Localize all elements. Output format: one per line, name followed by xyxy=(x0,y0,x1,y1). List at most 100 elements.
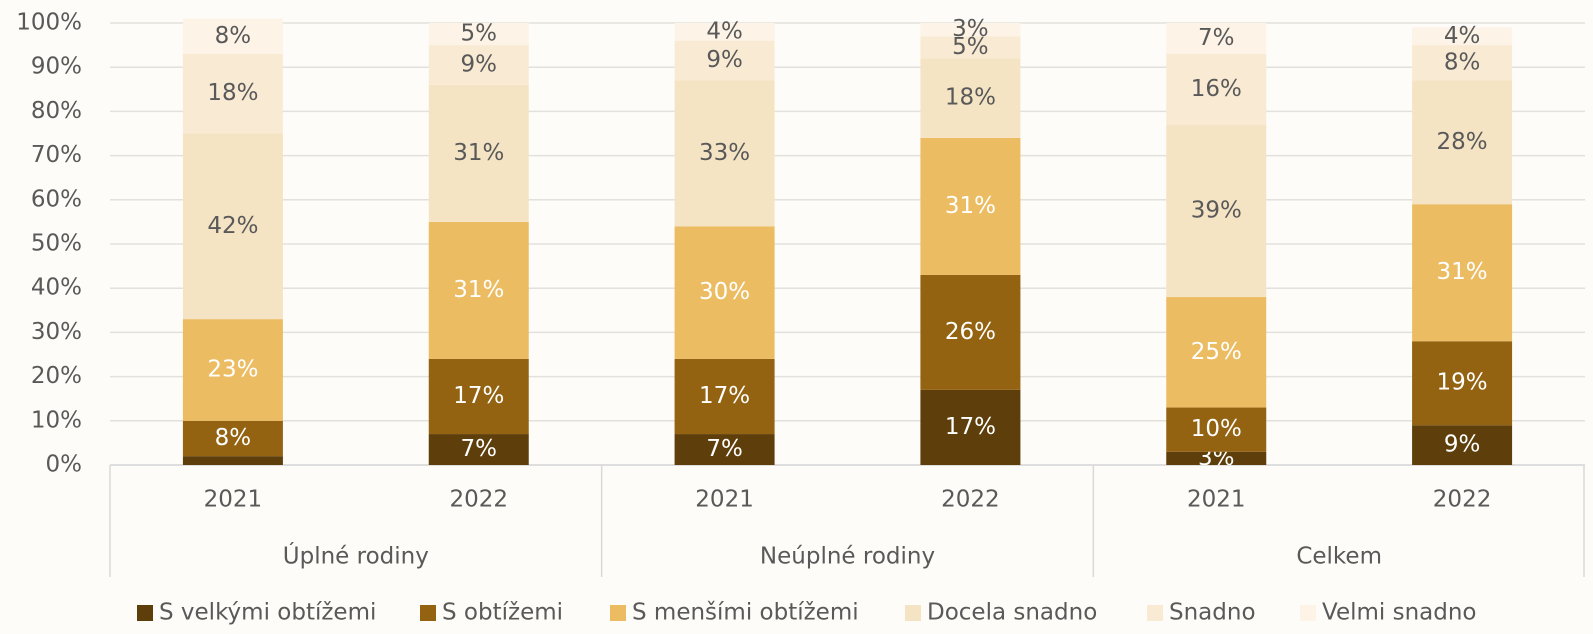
group-label: Neúplné rodiny xyxy=(760,544,935,570)
bar-segment xyxy=(1166,451,1267,465)
data-label: 8% xyxy=(215,425,252,451)
data-label: 31% xyxy=(453,140,504,166)
y-tick-label: 50% xyxy=(31,231,82,257)
x-tick-label: 2021 xyxy=(204,487,263,513)
group-label: Úplné rodiny xyxy=(283,542,429,570)
bar-segment xyxy=(428,434,529,465)
data-label: 8% xyxy=(1444,49,1481,75)
legend-swatch xyxy=(1147,605,1163,621)
bar-segment xyxy=(1412,80,1513,205)
legend-label: Velmi snadno xyxy=(1322,600,1477,626)
bar-segment xyxy=(674,226,775,359)
bar-segment xyxy=(920,23,1021,37)
data-label: 17% xyxy=(699,383,750,409)
y-tick-label: 80% xyxy=(31,98,82,124)
y-tick-label: 60% xyxy=(31,186,82,212)
bar-segment xyxy=(182,456,283,465)
data-label: 23% xyxy=(207,356,258,382)
bar-segment xyxy=(1166,53,1267,125)
bar-segment xyxy=(1412,27,1513,46)
bar-segment xyxy=(1412,204,1513,342)
x-tick-label: 2022 xyxy=(941,487,1000,513)
data-label: 4% xyxy=(706,18,743,44)
legend-label: S menšími obtížemi xyxy=(632,600,859,626)
data-label: 16% xyxy=(1191,76,1242,102)
data-label: 5% xyxy=(952,34,989,60)
data-label: 30% xyxy=(699,279,750,305)
data-label: 10% xyxy=(1191,416,1242,442)
data-label: 31% xyxy=(453,277,504,303)
bar-segment xyxy=(428,358,529,435)
data-label: 25% xyxy=(1191,339,1242,365)
legend-label: S obtížemi xyxy=(442,600,563,626)
bar-segment xyxy=(1166,407,1267,452)
data-label: 18% xyxy=(207,80,258,106)
data-label: 17% xyxy=(945,414,996,440)
data-label: 7% xyxy=(461,436,498,462)
bar-segment xyxy=(674,434,775,465)
bar-segment xyxy=(1166,124,1267,298)
legend-label: S velkými obtížemi xyxy=(159,600,376,626)
bar-segment xyxy=(428,23,529,46)
bar-segment xyxy=(428,45,529,85)
bar-segment xyxy=(674,80,775,227)
legend-label: Docela snadno xyxy=(927,600,1097,626)
bar-segment xyxy=(1412,425,1513,465)
bar-segment xyxy=(920,274,1021,390)
legend-label: Snadno xyxy=(1169,600,1256,626)
data-label: 9% xyxy=(1444,432,1481,458)
data-label: 9% xyxy=(706,47,743,73)
legend-swatch xyxy=(610,605,626,621)
bar-segment xyxy=(674,358,775,435)
y-tick-label: 100% xyxy=(16,10,82,36)
bar-segment xyxy=(1412,45,1513,81)
bar-segment xyxy=(428,221,529,359)
bar-segment xyxy=(1412,341,1513,426)
y-tick-label: 70% xyxy=(31,142,82,168)
data-label: 5% xyxy=(461,21,498,47)
data-label: 18% xyxy=(945,85,996,111)
y-tick-label: 90% xyxy=(31,54,82,80)
bar-segment xyxy=(428,84,529,222)
data-label: 42% xyxy=(207,213,258,239)
x-tick-label: 2022 xyxy=(449,487,508,513)
bar-segment xyxy=(920,36,1021,59)
data-label: 31% xyxy=(1437,259,1488,285)
bar-segment xyxy=(920,389,1021,465)
bar-segment xyxy=(920,58,1021,138)
bar-segment xyxy=(674,40,775,81)
legend-swatch xyxy=(420,605,436,621)
legend-swatch xyxy=(905,605,921,621)
y-tick-label: 0% xyxy=(46,452,83,478)
data-label: 7% xyxy=(1198,25,1235,51)
bar-segment xyxy=(182,133,283,320)
x-tick-label: 2022 xyxy=(1433,487,1492,513)
data-label: 19% xyxy=(1437,370,1488,396)
data-label: 31% xyxy=(945,193,996,219)
x-tick-label: 2021 xyxy=(695,487,754,513)
bar-segment xyxy=(182,53,283,134)
bar-segment xyxy=(1166,297,1267,408)
x-tick-label: 2021 xyxy=(1187,487,1246,513)
bar-segment xyxy=(182,18,283,54)
data-label: 8% xyxy=(215,23,252,49)
group-label: Celkem xyxy=(1296,544,1382,570)
legend-swatch xyxy=(1300,605,1316,621)
data-label: 17% xyxy=(453,383,504,409)
bar-segment xyxy=(674,23,775,41)
bar-segment xyxy=(182,319,283,421)
data-label: 3% xyxy=(952,16,989,42)
y-tick-label: 10% xyxy=(31,407,82,433)
data-label: 9% xyxy=(461,51,498,77)
y-tick-label: 40% xyxy=(31,275,82,301)
bar-segment xyxy=(920,137,1021,275)
data-label: 26% xyxy=(945,319,996,345)
bar-segment xyxy=(182,420,283,457)
data-label: 39% xyxy=(1191,197,1242,223)
bar-segment xyxy=(1166,23,1267,54)
data-label: 7% xyxy=(706,436,743,462)
data-label: 4% xyxy=(1444,23,1481,49)
data-label: 33% xyxy=(699,140,750,166)
